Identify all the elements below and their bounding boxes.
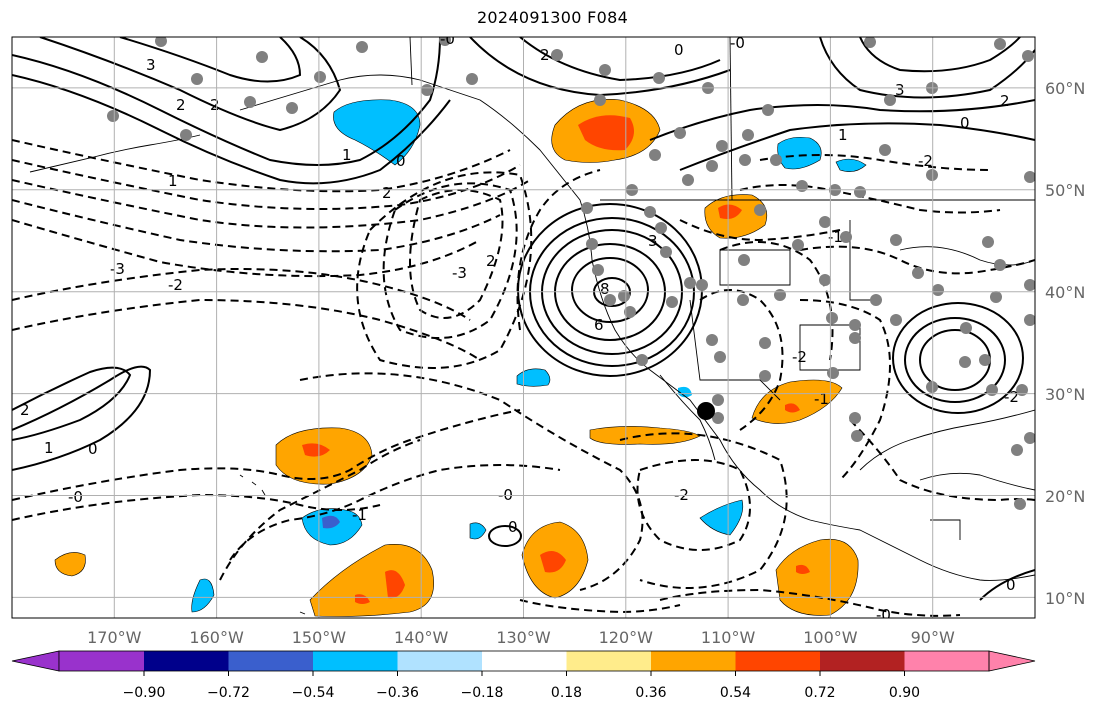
contour-label-set: 8 6 3 3 2 2 2 1 0 -0 0 -0 2 -2 -3 3 -3 2…: [20, 30, 1019, 624]
contour-label: -2: [918, 152, 933, 170]
contour-label: -2: [168, 276, 183, 294]
lat-tick-label: 60°N: [1045, 79, 1085, 98]
colorbar-swatch: [228, 651, 313, 671]
contour-label: 0: [960, 114, 970, 132]
contour-label: 2: [540, 46, 550, 64]
colorbar-label: 0.72: [804, 685, 835, 701]
colorbar-label: 0.90: [889, 685, 920, 701]
lon-tick-label: 130°W: [496, 628, 551, 647]
latitude-tick-labels: 60°N 50°N 40°N 30°N 20°N 10°N: [1045, 79, 1085, 608]
lon-tick-label: 120°W: [599, 628, 654, 647]
contour-label: -2: [1004, 388, 1019, 406]
highlight-station-dot: [697, 402, 715, 420]
lon-tick-label: 160°W: [189, 628, 244, 647]
station-dots: [107, 37, 1035, 510]
colorbar-swatch: [566, 651, 651, 671]
contour-label: 1: [342, 146, 352, 164]
lat-tick-label: 30°N: [1045, 385, 1085, 404]
contour-label: -0: [876, 606, 891, 624]
colorbar-label: −0.90: [123, 685, 166, 701]
lon-tick-label: 170°W: [87, 628, 142, 647]
colorbar-label: −0.18: [461, 685, 504, 701]
lon-tick-label: 150°W: [292, 628, 347, 647]
shaded-fields: [54, 99, 867, 617]
map-title: 2024091300 F084: [476, 8, 629, 27]
contour-label: 0: [508, 518, 518, 536]
colorbar-swatch: [59, 651, 144, 671]
contour-label: 2: [486, 252, 496, 270]
positive-anomaly-central-america: [775, 538, 859, 616]
contour-label: -3: [452, 264, 467, 282]
colorbar-swatch: [397, 651, 482, 671]
contour-label: 2: [176, 96, 186, 114]
colorbar-swatch: [820, 651, 905, 671]
contour-label: -0: [68, 488, 83, 506]
colorbar-swatch: [482, 651, 567, 671]
contour-label: -1: [352, 506, 367, 524]
colorbar-label: −0.54: [292, 685, 335, 701]
contour-label: 3: [146, 56, 156, 74]
colorbar-label: 0.36: [635, 685, 666, 701]
negative-anomaly-gulf-of-alaska: [333, 99, 421, 166]
colorbar-label: 0.54: [720, 685, 751, 701]
colorbar-label: −0.72: [207, 685, 250, 701]
contour-label: 0: [1006, 576, 1016, 594]
colorbar-extend-left: [11, 650, 60, 672]
negative-anomaly-offshore: [516, 368, 551, 387]
lat-tick-label: 10°N: [1045, 589, 1085, 608]
contour-label: -1: [814, 390, 829, 408]
positive-anomaly-subtropics: [309, 543, 434, 617]
contour-label: 2: [382, 184, 392, 202]
lon-tick-label: 110°W: [701, 628, 756, 647]
contours: [12, 37, 1035, 617]
contour-label: 8: [600, 280, 610, 298]
colorbar-label: −0.36: [376, 685, 419, 701]
colorbar-swatch: [735, 651, 820, 671]
contour-label: 1: [168, 172, 178, 190]
negative-anomaly-baja: [699, 499, 744, 536]
contour-label: 3: [895, 81, 905, 99]
map-area: 8 6 3 3 2 2 2 1 0 -0 0 -0 2 -2 -3 3 -3 2…: [12, 30, 1035, 624]
colorbar: −0.90 −0.72 −0.54 −0.36 −0.18 0.18 0.36 …: [11, 650, 1036, 701]
contour-label: 0: [88, 440, 98, 458]
contour-label: 0: [674, 41, 684, 59]
colorbar-swatch: [144, 651, 229, 671]
contour-label: -0: [440, 30, 455, 48]
gridlines: [12, 37, 1035, 618]
map-frame: [11, 36, 1036, 619]
lat-tick-label: 40°N: [1045, 283, 1085, 302]
lat-tick-label: 50°N: [1045, 181, 1085, 200]
colorbar-extend-right: [988, 650, 1036, 672]
colorbar-swatch: [904, 651, 989, 671]
contour-label: 3: [648, 232, 658, 250]
longitude-tick-labels: 170°W 160°W 150°W 140°W 130°W 120°W 110°…: [87, 628, 955, 647]
contour-label: 2: [1000, 92, 1010, 110]
contour-label: -2: [792, 348, 807, 366]
contour-label: 0: [396, 152, 406, 170]
contour-label: -3: [110, 260, 125, 278]
contour-label: 2: [20, 401, 30, 419]
contour-label: 6: [594, 316, 604, 334]
contour-label: 2: [210, 96, 220, 114]
contour-label: -1: [828, 228, 843, 246]
lat-tick-label: 20°N: [1045, 487, 1085, 506]
colorbar-label: 0.18: [551, 685, 582, 701]
contour-label: 1: [44, 439, 54, 457]
lon-tick-label: 100°W: [803, 628, 858, 647]
contour-label: 1: [838, 126, 848, 144]
lon-tick-label: 140°W: [394, 628, 449, 647]
lon-tick-label: 90°W: [911, 628, 955, 647]
colorbar-swatch: [651, 651, 736, 671]
colorbar-swatch: [313, 651, 398, 671]
contour-label: -0: [730, 34, 745, 52]
